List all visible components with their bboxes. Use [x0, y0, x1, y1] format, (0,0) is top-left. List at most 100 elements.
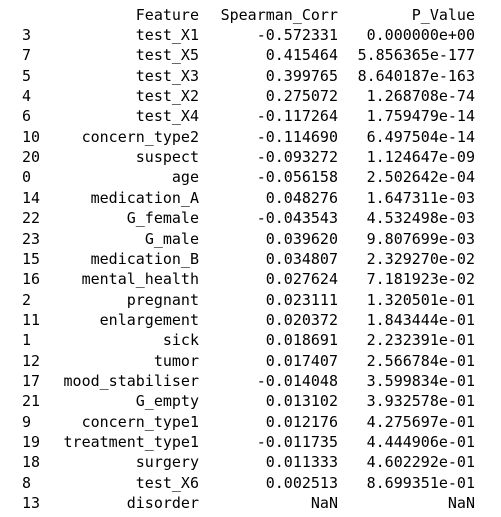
table-row: 11 enlargement 0.020372 1.843444e-01: [0, 310, 501, 330]
p-value-cell: 1.268708e-74: [366, 87, 475, 106]
table-row: 20 suspect -0.093272 1.124647e-09: [0, 147, 501, 167]
spearman-corr-cell: 0.034807: [265, 249, 338, 268]
p-value-cell: 2.502642e-04: [366, 168, 475, 187]
table-row: 15 medication_B 0.034807 2.329270e-02: [0, 249, 501, 269]
spearman-corr-cell: 0.415464: [265, 46, 338, 65]
p-value-cell: 4.444906e-01: [366, 433, 475, 451]
row-index: 10: [22, 127, 41, 146]
spearman-corr-cell: 0.018691: [265, 331, 338, 350]
row-index: 20: [22, 148, 41, 167]
p-value-cell: 8.699351e-01: [366, 473, 475, 492]
feature-cell: G_empty: [135, 392, 199, 411]
spearman-corr-cell: 0.275072: [265, 87, 338, 106]
feature-cell: G_male: [144, 229, 199, 248]
feature-cell: surgery: [135, 453, 199, 472]
feature-cell: test_X5: [135, 46, 199, 65]
spearman-corr-cell: -0.056158: [256, 168, 338, 187]
feature-cell: concern_type2: [81, 127, 199, 146]
feature-cell: sick: [162, 331, 199, 350]
row-index: 17: [22, 371, 41, 390]
column-header-spearman-corr: Spearman_Corr: [220, 6, 338, 24]
p-value-cell: 1.124647e-09: [366, 148, 475, 167]
row-index: 9: [22, 412, 32, 431]
spearman-corr-cell: -0.114690: [256, 127, 338, 146]
table-row: 9 concern_type1 0.012176 4.275697e-01: [0, 412, 501, 432]
column-header-p-value: P_Value: [411, 6, 475, 24]
feature-cell: suspect: [135, 148, 199, 167]
feature-cell: medication_A: [90, 188, 199, 207]
spearman-corr-cell: -0.043543: [256, 209, 338, 228]
table-row: 19 treatment_type1 -0.011735 4.444906e-01: [0, 432, 501, 452]
table-row: 4 test_X2 0.275072 1.268708e-74: [0, 86, 501, 106]
feature-cell: disorder: [126, 494, 199, 513]
feature-cell: G_female: [126, 209, 199, 228]
feature-cell: pregnant: [126, 290, 199, 309]
p-value-cell: 6.497504e-14: [366, 127, 475, 146]
spearman-corr-cell: 0.023111: [265, 290, 338, 309]
table-row: 3 test_X1 -0.572331 0.000000e+00: [0, 25, 501, 45]
feature-cell: mental_health: [81, 270, 199, 289]
p-value-cell: 0.000000e+00: [366, 26, 475, 44]
p-value-cell: 4.532498e-03: [366, 209, 475, 228]
column-header-feature: Feature: [135, 6, 199, 24]
spearman-corr-cell: 0.048276: [265, 188, 338, 207]
spearman-corr-cell: 0.002513: [265, 473, 338, 492]
header-row: Feature Spearman_Corr P_Value: [0, 5, 501, 25]
feature-cell: age: [171, 168, 199, 187]
row-index: 16: [22, 270, 41, 289]
row-index: 1: [22, 331, 32, 350]
spearman-corr-cell: 0.039620: [265, 229, 338, 248]
p-value-cell: 7.181923e-02: [366, 270, 475, 289]
feature-cell: enlargement: [99, 310, 199, 329]
table-row: 14 medication_A 0.048276 1.647311e-03: [0, 188, 501, 208]
spearman-corr-cell: 0.017407: [265, 351, 338, 370]
row-index: 8: [22, 473, 32, 492]
row-index: 0: [22, 168, 32, 187]
p-value-cell: 9.807699e-03: [366, 229, 475, 248]
row-index: 6: [22, 107, 32, 126]
table-row: 17 mood_stabiliser -0.014048 3.599834e-01: [0, 371, 501, 391]
row-index: 5: [22, 66, 32, 85]
spearman-corr-cell: NaN: [310, 494, 338, 513]
row-index: 4: [22, 87, 32, 106]
spearman-corr-cell: -0.117264: [256, 107, 338, 126]
table-row: 5 test_X3 0.399765 8.640187e-163: [0, 66, 501, 86]
table-row: 12 tumor 0.017407 2.566784e-01: [0, 351, 501, 371]
feature-cell: test_X3: [135, 66, 199, 85]
spearman-corr-cell: 0.399765: [265, 66, 338, 85]
feature-cell: treatment_type1: [63, 433, 199, 451]
row-index: 14: [22, 188, 41, 207]
spearman-corr-cell: -0.011735: [256, 433, 338, 451]
table-row: 8 test_X6 0.002513 8.699351e-01: [0, 473, 501, 493]
p-value-cell: 2.329270e-02: [366, 249, 475, 268]
p-value-cell: 2.232391e-01: [366, 331, 475, 350]
feature-cell: test_X2: [135, 87, 199, 106]
p-value-cell: 8.640187e-163: [357, 66, 475, 85]
feature-cell: concern_type1: [81, 412, 199, 431]
row-index: 23: [22, 229, 41, 248]
spearman-corr-cell: 0.027624: [265, 270, 338, 289]
spearman-corr-cell: -0.572331: [256, 26, 338, 44]
table-row: 6 test_X4 -0.117264 1.759479e-14: [0, 106, 501, 126]
feature-cell: mood_stabiliser: [63, 371, 199, 390]
table-row: 21 G_empty 0.013102 3.932578e-01: [0, 391, 501, 411]
row-index: 2: [22, 290, 32, 309]
p-value-cell: 5.856365e-177: [357, 46, 475, 65]
table-row: 18 surgery 0.011333 4.602292e-01: [0, 452, 501, 472]
table-row: 23 G_male 0.039620 9.807699e-03: [0, 229, 501, 249]
p-value-cell: 4.602292e-01: [366, 453, 475, 472]
row-index: 7: [22, 46, 32, 65]
feature-cell: test_X6: [135, 473, 199, 492]
table-row: 13 disorder NaN NaN: [0, 493, 501, 513]
table-row: 0 age -0.056158 2.502642e-04: [0, 167, 501, 187]
table-row: 10 concern_type2 -0.114690 6.497504e-14: [0, 127, 501, 147]
feature-cell: medication_B: [90, 249, 199, 268]
spearman-corr-cell: 0.011333: [265, 453, 338, 472]
p-value-cell: 2.566784e-01: [366, 351, 475, 370]
row-index: 21: [22, 392, 41, 411]
table-row: 2 pregnant 0.023111 1.320501e-01: [0, 290, 501, 310]
row-index: 12: [22, 351, 41, 370]
p-value-cell: 1.759479e-14: [366, 107, 475, 126]
feature-cell: test_X1: [135, 26, 199, 44]
